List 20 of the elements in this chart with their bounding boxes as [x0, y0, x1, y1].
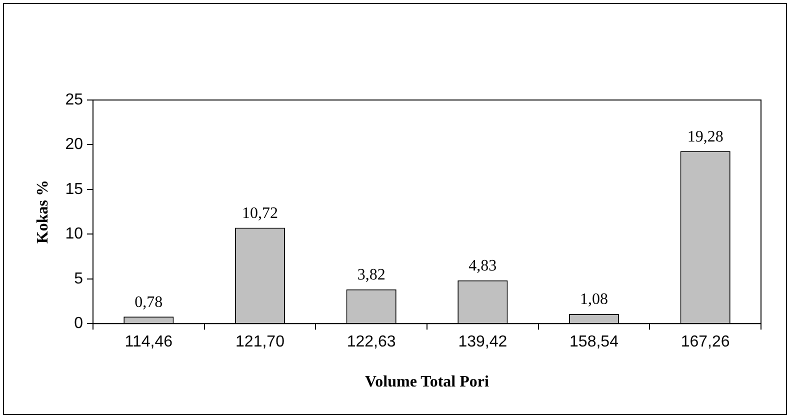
- data-label: 0,78: [134, 294, 163, 311]
- y-tick-label: 10: [65, 226, 84, 243]
- x-tick-label: 122,63: [346, 334, 396, 351]
- data-label: 4,83: [468, 258, 497, 275]
- data-label: 3,82: [357, 266, 386, 284]
- x-tick-label: 121,70: [236, 334, 285, 351]
- y-tick-label: 0: [74, 315, 84, 332]
- data-label: 1,08: [580, 291, 608, 308]
- x-tick-label: 139,42: [458, 334, 508, 351]
- data-label: 19,28: [687, 128, 724, 146]
- x-tick-label: 158,54: [570, 334, 619, 351]
- x-axis-title: Volume Total Pori: [365, 374, 490, 391]
- y-tick-label: 20: [65, 136, 84, 154]
- y-tick-label: 25: [65, 91, 84, 108]
- x-tick-label: 167,26: [680, 334, 730, 351]
- x-tick-label: 114,46: [124, 334, 173, 351]
- data-label: 10,72: [242, 204, 278, 222]
- y-tick-label: 5: [74, 270, 84, 288]
- y-axis-title: Kokas %: [34, 180, 52, 244]
- y-tick-label: 15: [65, 180, 84, 198]
